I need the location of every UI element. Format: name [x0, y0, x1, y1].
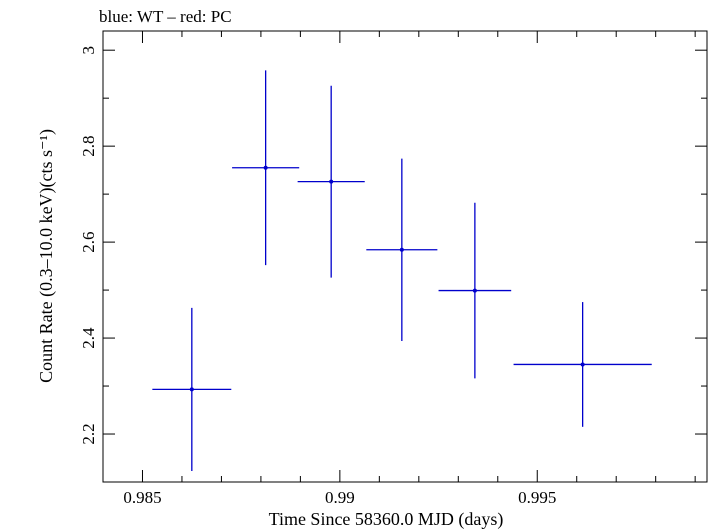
data-point [232, 70, 300, 266]
x-tick-label: 0.985 [123, 488, 161, 507]
data-point [513, 302, 652, 427]
y-tick-label: 2.2 [79, 423, 98, 444]
y-tick-label: 2.4 [79, 327, 98, 349]
y-axis-label: Count Rate (0.3–10.0 keV)(cts s⁻¹) [36, 129, 57, 383]
x-axis-label: Time Since 58360.0 MJD (days) [269, 509, 504, 530]
plot-frame [102, 30, 708, 483]
point-marker [263, 165, 268, 170]
data-point [297, 85, 365, 278]
chart-title: blue: WT – red: PC [99, 7, 232, 26]
data-point [438, 202, 512, 379]
axis-tick-labels: 0.985 0.99 0.995 2.2 2.4 2.6 2.8 3 [79, 46, 556, 507]
axis-ticks [102, 31, 707, 483]
data-point [152, 307, 232, 471]
data-point [366, 158, 438, 341]
x-tick-label: 0.995 [518, 488, 556, 507]
y-tick-label: 2.6 [79, 231, 98, 252]
point-marker [399, 247, 404, 252]
point-marker [472, 288, 477, 293]
data-points [152, 70, 652, 471]
x-tick-label: 0.99 [325, 488, 355, 507]
point-marker [189, 387, 194, 392]
point-marker [580, 362, 585, 367]
y-tick-label: 3 [79, 46, 98, 55]
point-marker [329, 179, 334, 184]
y-tick-label: 2.8 [79, 136, 98, 157]
